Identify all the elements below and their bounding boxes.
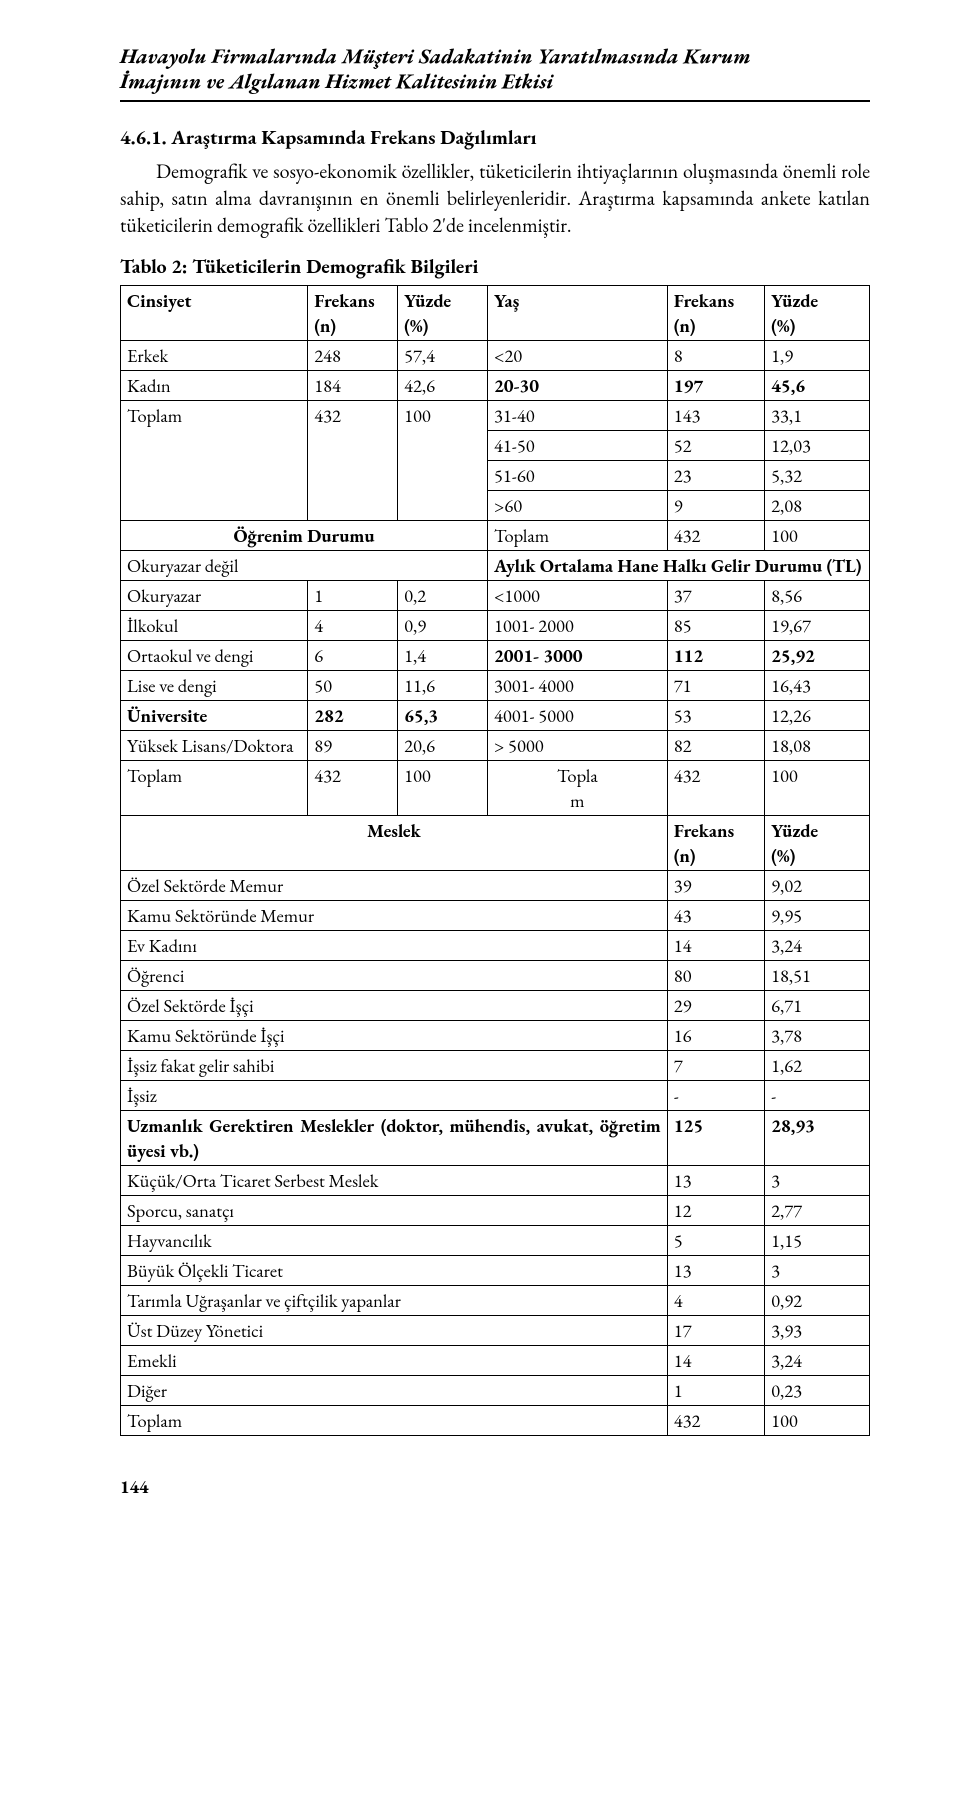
th-frekans-right: Frekans(n): [667, 286, 764, 341]
table-row: Üniversite 282 65,3 4001- 5000 53 12,26: [121, 701, 870, 731]
table-row: Lise ve dengi 50 11,6 3001- 4000 71 16,4…: [121, 671, 870, 701]
table-row: Ev Kadını143,24: [121, 931, 870, 961]
section-paragraph: Demografik ve sosyo-ekonomik özellikler,…: [120, 158, 870, 239]
table-row: Okuryazar değil Aylık Ortalama Hane Halk…: [121, 551, 870, 581]
table-row: Toplam 432 100 31-40 143 33,1: [121, 401, 870, 431]
table-row: Kamu Sektöründe İşçi163,78: [121, 1021, 870, 1051]
header-line-2: İmajının ve Algılanan Hizmet Kalitesinin…: [120, 68, 553, 95]
table-row: Cinsiyet Frekans(n) Yüzde(%) Yaş Frekans…: [121, 286, 870, 341]
table-row: Öğrenim Durumu Toplam 432 100: [121, 521, 870, 551]
table-caption: Tablo 2: Tüketicilerin Demografik Bilgil…: [120, 253, 870, 279]
table-row: Özel Sektörde İşçi296,71: [121, 991, 870, 1021]
table-row: Ortaokul ve dengi 6 1,4 2001- 3000 112 2…: [121, 641, 870, 671]
section-heading: 4.6.1. Araştırma Kapsamında Frekans Dağı…: [120, 124, 870, 150]
table-row: Büyük Ölçekli Ticaret133: [121, 1256, 870, 1286]
th-yuzde-right: Yüzde(%): [765, 286, 870, 341]
table-row: Özel Sektörde Memur399,02: [121, 871, 870, 901]
table-row: Tarımla Uğraşanlar ve çiftçilik yapanlar…: [121, 1286, 870, 1316]
table-row: Sporcu, sanatçı122,77: [121, 1196, 870, 1226]
th-yuzde-left: Yüzde(%): [398, 286, 488, 341]
table-row: Kamu Sektöründe Memur439,95: [121, 901, 870, 931]
demographics-table: Cinsiyet Frekans(n) Yüzde(%) Yaş Frekans…: [120, 285, 870, 1436]
th-frekans-left: Frekans(n): [308, 286, 398, 341]
table-row: Yüksek Lisans/Doktora 89 20,6 > 5000 82 …: [121, 731, 870, 761]
table-row: Uzmanlık Gerektiren Meslekler (doktor, m…: [121, 1111, 870, 1166]
table-row: Okuryazar 1 0,2 <1000 37 8,56: [121, 581, 870, 611]
table-row: Küçük/Orta Ticaret Serbest Meslek133: [121, 1166, 870, 1196]
table-row: Emekli143,24: [121, 1346, 870, 1376]
table-row: Diğer10,23: [121, 1376, 870, 1406]
table-row: Toplam432100: [121, 1406, 870, 1436]
table-row: Öğrenci8018,51: [121, 961, 870, 991]
table-row: Üst Düzey Yönetici173,93: [121, 1316, 870, 1346]
running-header: Havayolu Firmalarında Müşteri Sadakatini…: [120, 44, 870, 94]
table-row: Hayvancılık51,15: [121, 1226, 870, 1256]
page: Havayolu Firmalarında Müşteri Sadakatini…: [0, 0, 960, 1559]
table-row: Meslek Frekans(n) Yüzde(%): [121, 816, 870, 871]
page-number: 144: [120, 1476, 870, 1499]
th-cinsiyet: Cinsiyet: [121, 286, 308, 341]
th-yas: Yaş: [488, 286, 668, 341]
table-row: Erkek 248 57,4 <20 8 1,9: [121, 341, 870, 371]
header-rule: [120, 100, 870, 102]
table-row: İşsiz--: [121, 1081, 870, 1111]
table-row: İşsiz fakat gelir sahibi71,62: [121, 1051, 870, 1081]
table-row: İlkokul 4 0,9 1001- 2000 85 19,67: [121, 611, 870, 641]
table-row: Toplam 432 100 Toplam 432 100: [121, 761, 870, 816]
header-line-1: Havayolu Firmalarında Müşteri Sadakatini…: [120, 43, 751, 70]
table-row: Kadın 184 42,6 20-30 197 45,6: [121, 371, 870, 401]
